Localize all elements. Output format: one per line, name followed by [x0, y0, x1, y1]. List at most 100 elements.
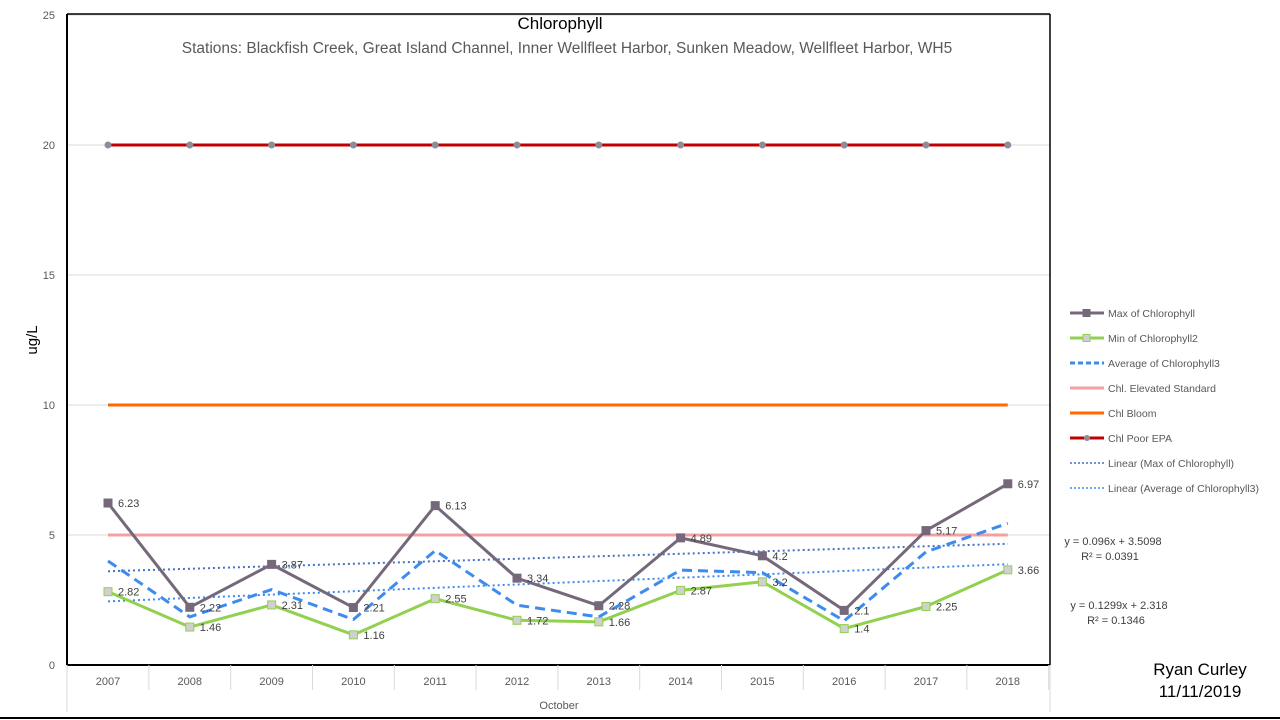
data-point: [594, 617, 604, 627]
x-tick-label: 2009: [259, 676, 283, 688]
y-axis-label: ug/L: [24, 325, 41, 354]
x-tick-label: 2014: [668, 676, 692, 688]
data-label: 2.28: [609, 601, 630, 613]
data-label: 1.72: [527, 615, 548, 627]
legend-label: Linear (Max of Chlorophyll): [1108, 458, 1234, 470]
legend-item: Max of Chlorophyll: [1070, 308, 1195, 320]
data-label: 1.16: [363, 630, 384, 642]
data-label: 4.2: [772, 551, 787, 563]
data-point: [758, 141, 766, 149]
data-label: 6.13: [445, 501, 466, 513]
data-point: [430, 594, 440, 604]
x-tick-label: 2013: [587, 676, 611, 688]
data-point: [1003, 479, 1013, 489]
legend-marker: [1084, 435, 1090, 441]
legend-marker: [1082, 309, 1091, 317]
data-point: [185, 602, 195, 612]
x-tick-label: 2016: [832, 676, 856, 688]
author-date: 11/11/2019: [1159, 682, 1242, 701]
data-point: [431, 141, 439, 149]
data-point: [757, 577, 767, 587]
legend-item: Chl Poor EPA: [1070, 433, 1172, 445]
legend-item: Chl Bloom: [1070, 408, 1157, 420]
data-point: [348, 630, 358, 640]
data-label: 2.82: [118, 587, 139, 599]
x-tick-label: 2011: [423, 676, 447, 688]
data-point: [512, 615, 522, 625]
legend-label: Chl Poor EPA: [1108, 433, 1172, 445]
chart-title: Chlorophyll: [517, 14, 602, 33]
data-label: 1.66: [609, 617, 630, 629]
data-point: [921, 526, 931, 536]
y-tick-label: 0: [49, 660, 55, 672]
data-point: [676, 533, 686, 543]
legend-label: Max of Chlorophyll: [1108, 308, 1195, 320]
data-point: [186, 141, 194, 149]
legend-item: Linear (Average of Chlorophyll3): [1070, 483, 1259, 495]
legend-label: Min of Chlorophyll2: [1108, 333, 1198, 345]
y-tick-label: 25: [43, 10, 55, 22]
chart-subtitle: Stations: Blackfish Creek, Great Island …: [182, 40, 953, 57]
legend-label: Average of Chlorophyll3: [1108, 358, 1220, 370]
data-label: 2.1: [854, 605, 869, 617]
data-point: [430, 501, 440, 511]
data-point: [103, 587, 113, 597]
data-label: 5.17: [936, 526, 957, 538]
data-label: 1.46: [200, 622, 221, 634]
x-tick-label: 2008: [178, 676, 202, 688]
data-point: [103, 498, 113, 508]
data-point: [267, 600, 277, 610]
data-label: 2.21: [363, 603, 384, 615]
data-label: 2.22: [200, 602, 221, 614]
x-tick-label: 2017: [914, 676, 938, 688]
legend-item: Average of Chlorophyll3: [1070, 358, 1220, 370]
data-point: [840, 141, 848, 149]
author-name: Ryan Curley: [1153, 660, 1247, 679]
series-line-max-of-chlorophyll: [106, 482, 1009, 612]
series-line-average-of-chlorophyll3: [107, 521, 1009, 623]
x-tick-label: 2015: [750, 676, 774, 688]
data-point: [513, 141, 521, 149]
x-axis-label: October: [539, 700, 578, 712]
trend-r2-avg: R² = 0.1346: [1087, 615, 1145, 627]
data-point: [349, 141, 357, 149]
data-label: 2.55: [445, 594, 466, 606]
data-point: [267, 559, 277, 569]
series-line-min-of-chlorophyll2: [107, 568, 1009, 637]
data-point: [921, 602, 931, 611]
data-label: 4.89: [691, 533, 712, 545]
trend-eq-avg: y = 0.1299x + 2.318: [1070, 600, 1167, 612]
data-label: 3.34: [527, 573, 548, 585]
x-tick-label: 2010: [341, 676, 365, 688]
legend-item: Linear (Max of Chlorophyll): [1070, 458, 1234, 470]
x-tick-label: 2018: [996, 676, 1020, 688]
data-point: [268, 141, 276, 149]
x-tick-label: 2012: [505, 676, 529, 688]
legend-label: Linear (Average of Chlorophyll3): [1108, 483, 1259, 495]
data-point: [922, 141, 930, 149]
data-point: [1003, 565, 1013, 575]
legend-label: Chl Bloom: [1108, 408, 1157, 420]
legend-item: Chl. Elevated Standard: [1070, 383, 1216, 395]
data-point: [185, 622, 195, 632]
data-label: 1.4: [854, 624, 869, 636]
trendline-max: [107, 542, 1008, 573]
data-point: [1004, 141, 1012, 149]
data-point: [757, 551, 767, 561]
trend-r2-max: R² = 0.0391: [1081, 551, 1139, 563]
data-point: [594, 601, 604, 611]
y-tick-label: 10: [43, 400, 55, 412]
y-tick-label: 5: [49, 530, 55, 542]
data-point: [676, 585, 686, 595]
trend-eq-max: y = 0.096x + 3.5098: [1064, 536, 1161, 548]
data-point: [839, 624, 849, 634]
data-label: 3.66: [1018, 565, 1039, 577]
data-label: 2.87: [691, 585, 712, 597]
y-tick-label: 15: [43, 270, 55, 282]
x-tick-label: 2007: [96, 676, 120, 688]
data-point: [595, 141, 603, 149]
data-point: [348, 603, 358, 613]
data-point: [104, 141, 112, 149]
data-label: 3.87: [282, 559, 303, 571]
